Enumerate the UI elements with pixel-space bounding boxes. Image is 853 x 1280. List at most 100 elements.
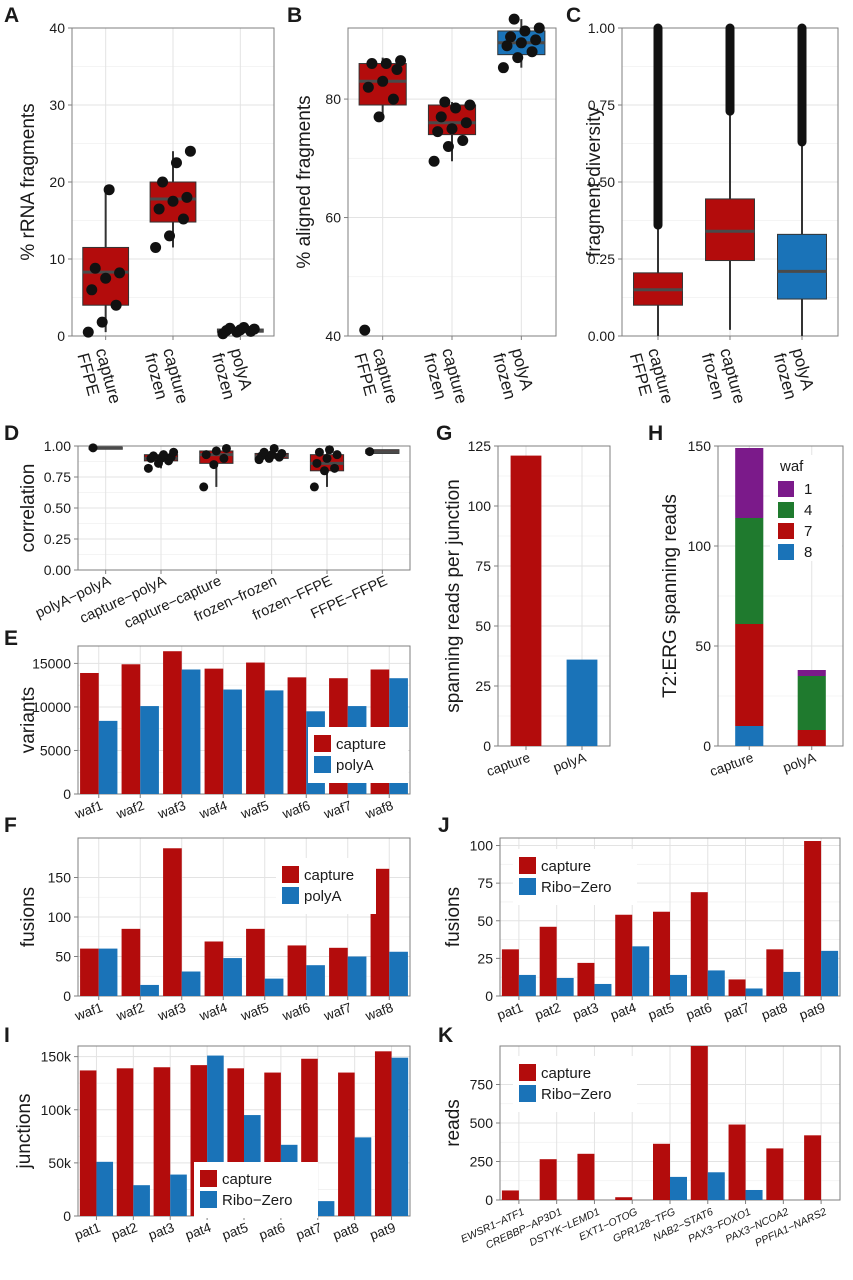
panel-label: G [436,422,452,445]
legend-label: capture [541,1065,591,1082]
bar [246,662,265,794]
data-point [177,213,189,225]
legend-title: waf [779,458,804,475]
bar [670,974,687,996]
bar [577,962,595,996]
data-point [96,316,108,328]
data-point [164,230,176,242]
y-tick-label: 0 [63,988,71,1004]
y-tick-label: 60 [325,210,341,226]
panel-label: I [4,1024,10,1047]
data-point [199,482,209,492]
bar [728,979,746,996]
bar [79,1070,97,1216]
bar [577,1153,595,1200]
bar [745,988,763,996]
x-tick-label: pat8 [331,1220,361,1243]
y-tick-label: 750 [470,1077,494,1093]
x-tick-label: pat6 [684,1000,714,1023]
y-tick-label: 0 [63,786,71,802]
bar [347,956,367,996]
x-tick-label: waf2 [113,1000,146,1024]
bar [518,974,536,996]
data-point [89,262,101,274]
panel-label: K [438,1024,453,1047]
y-tick-label: 100 [688,538,712,554]
data-point [277,448,287,458]
data-point [359,324,371,336]
panel-label: J [438,814,450,837]
bar [766,949,784,996]
data-point [508,13,520,25]
y-tick-label: 50 [475,618,491,634]
data-point [373,111,385,123]
panel-g: 0 25 50 75 100 125 spanning reads per junction… [436,422,611,779]
legend: capture polyA [276,858,376,914]
bar [556,977,574,996]
y-tick-label: 0.75 [44,469,71,485]
y-axis-label: fusions [18,887,39,947]
data-point [325,445,335,455]
legend-swatch [282,866,299,883]
data-point [224,322,236,334]
y-tick-label: 500 [470,1115,494,1131]
bar [391,1057,409,1216]
bar [338,1072,355,1216]
panel-label: A [4,4,19,27]
x-tick-label: pat8 [760,1000,790,1023]
x-tick-label: pat1 [73,1220,103,1243]
y-tick-label: 1.00 [44,438,71,454]
bar [821,950,839,996]
x-tick-label: capture [485,750,532,779]
y-tick-label: 250 [470,1154,494,1170]
legend-label: Ribo−Zero [541,1086,611,1103]
y-tick-label: 0.00 [588,328,615,344]
bar [246,928,265,996]
data-point [442,140,454,152]
x-tick-label: captureFFPE [73,346,124,411]
data-point [269,443,279,453]
bar [690,1046,708,1200]
data-point [380,58,392,70]
x-tick-label: waf5 [238,798,271,822]
data-point [457,135,469,147]
data-point [314,447,324,457]
x-tick-label: pat9 [368,1220,398,1243]
data-point [159,450,169,460]
legend-swatch [519,878,536,895]
y-axis-label: % aligned fragments [294,95,315,268]
legend: capture Ribo−Zero [194,1162,318,1218]
x-tick-label: polyA [781,750,818,776]
stacked-bar-segment [797,730,826,746]
data-point [169,447,179,457]
bar [804,841,822,996]
legend-label: 7 [804,523,812,540]
data-point [395,55,407,67]
legend-label: Ribo−Zero [222,1192,292,1209]
data-point [82,326,94,338]
plot-border [497,445,611,747]
bar [223,689,242,794]
y-axis-label: fusions [443,887,464,947]
data-point [428,155,440,167]
data-point [460,117,472,129]
y-tick-label: 50 [55,949,71,965]
legend: capture Ribo−Zero [513,1056,637,1112]
bar [615,914,633,996]
y-tick-label: 5000 [40,742,71,758]
panel-label: F [4,814,17,837]
data-point [319,466,329,476]
panel-label: B [287,4,302,27]
data-point [365,447,375,457]
bar [121,664,141,794]
bar [804,1135,822,1200]
bar [204,941,224,996]
y-tick-label: 0.50 [588,174,615,190]
x-tick-label: waf7 [321,1000,354,1024]
bar [133,1185,150,1216]
y-tick-label: 30 [49,97,65,113]
